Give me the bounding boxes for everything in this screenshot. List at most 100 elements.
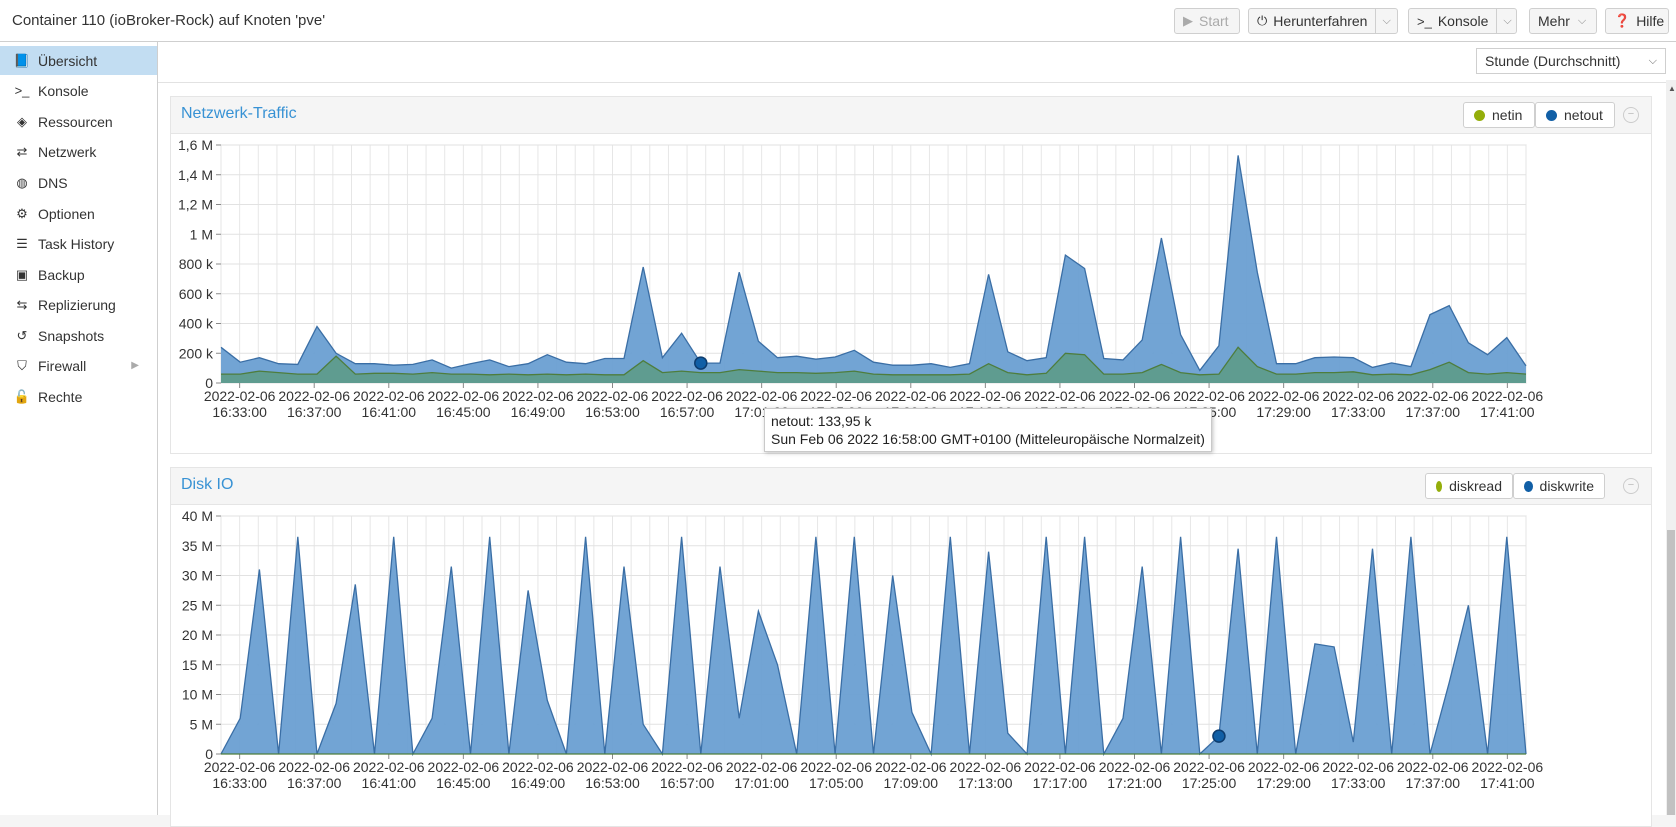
x-tick-label: 2022-02-06 <box>204 388 276 404</box>
x-tick-label: 17:33:00 <box>1331 404 1386 420</box>
x-tick-label: 16:37:00 <box>287 775 342 791</box>
y-tick-label: 1,4 M <box>178 167 213 183</box>
shutdown-button[interactable]: ⏻ Herunterfahren ⌵ <box>1248 8 1398 34</box>
x-tick-label: 2022-02-06 <box>950 388 1022 404</box>
sidebar-item-task-history[interactable]: ☰ Task History <box>0 229 157 258</box>
chevron-down-icon: ⌵ <box>1577 14 1587 27</box>
legend-diskwrite[interactable]: diskwrite <box>1513 473 1605 499</box>
start-button[interactable]: ▶ Start <box>1174 8 1240 34</box>
x-tick-label: 17:13:00 <box>958 775 1013 791</box>
y-tick-label: 1 M <box>190 226 213 242</box>
top-toolbar: Container 110 (ioBroker-Rock) auf Knoten… <box>0 0 1676 42</box>
x-tick-label: 2022-02-06 <box>1397 759 1469 775</box>
scrollbar-thumb[interactable] <box>1667 530 1675 815</box>
sidebar-item-label: Snapshots <box>38 327 105 344</box>
sidebar-item-dns[interactable]: ◍ DNS <box>0 168 157 197</box>
x-tick-label: 17:33:00 <box>1331 775 1386 791</box>
globe-icon: ◍ <box>16 174 28 190</box>
sidebar-item-snapshots[interactable]: ↺ Snapshots <box>0 321 157 350</box>
x-tick-label: 2022-02-06 <box>1248 388 1320 404</box>
legend-label: diskread <box>1449 478 1502 494</box>
panel-title: Disk IO <box>181 476 234 493</box>
sidebar-item-firewall[interactable]: ⛉ Firewall ▶ <box>0 351 157 380</box>
cube-icon: ◈ <box>17 113 27 129</box>
chevron-down-icon[interactable]: ⌵ <box>1496 9 1512 33</box>
y-tick-label: 1,2 M <box>178 197 213 213</box>
timeframe-value: Stunde (Durchschnitt) <box>1485 53 1621 69</box>
x-tick-label: 2022-02-06 <box>353 759 425 775</box>
x-tick-label: 2022-02-06 <box>1322 388 1394 404</box>
x-tick-label: 17:09:00 <box>884 775 939 791</box>
x-tick-label: 2022-02-06 <box>577 388 649 404</box>
legend-diskread[interactable]: diskread <box>1425 473 1513 499</box>
x-tick-label: 16:57:00 <box>660 775 715 791</box>
legend-label: netin <box>1492 107 1523 123</box>
y-tick-label: 35 M <box>182 538 213 554</box>
diskwrite-swatch <box>1524 480 1533 492</box>
x-tick-label: 17:41:00 <box>1480 775 1535 791</box>
chevron-down-icon[interactable]: ⌵ <box>1375 9 1391 33</box>
netin-swatch <box>1474 109 1485 121</box>
sidebar-item-options[interactable]: ⚙ Optionen <box>0 199 157 228</box>
x-tick-label: 16:33:00 <box>212 775 267 791</box>
gear-icon: ⚙ <box>16 205 28 221</box>
x-tick-label: 2022-02-06 <box>1248 759 1320 775</box>
sidebar-item-replication[interactable]: ⇆ Replizierung <box>0 290 157 319</box>
x-tick-label: 2022-02-06 <box>278 759 350 775</box>
sidebar-item-backup[interactable]: ▣ Backup <box>0 260 157 289</box>
y-tick-label: 0 <box>205 746 213 762</box>
series-line-netin[interactable] <box>221 346 1527 376</box>
sidebar-item-network[interactable]: ⇄ Netzwerk <box>0 137 157 166</box>
scrollbar[interactable]: ▲ <box>1666 80 1676 815</box>
more-button[interactable]: Mehr ⌵ <box>1529 8 1597 34</box>
retweet-icon: ⇆ <box>16 296 28 312</box>
collapse-icon[interactable]: − <box>1623 478 1639 494</box>
legend-netout[interactable]: netout <box>1535 102 1615 128</box>
series-line-netout[interactable] <box>220 155 1527 372</box>
x-tick-label: 16:57:00 <box>660 404 715 420</box>
x-tick-label: 17:29:00 <box>1256 775 1311 791</box>
collapse-icon[interactable]: − <box>1623 107 1639 123</box>
x-tick-label: 2022-02-06 <box>726 388 798 404</box>
hover-point[interactable] <box>1212 729 1226 743</box>
y-tick-label: 40 M <box>182 508 213 524</box>
sidebar-item-permissions[interactable]: 🔓 Rechte <box>0 382 157 411</box>
x-tick-label: 16:33:00 <box>212 404 267 420</box>
terminal-icon: >_ <box>14 83 30 98</box>
x-tick-label: 17:37:00 <box>1406 404 1461 420</box>
more-button-label: Mehr <box>1538 13 1570 29</box>
play-icon: ▶ <box>1183 13 1193 28</box>
sidebar-item-label: Optionen <box>38 205 95 222</box>
legend-netin[interactable]: netin <box>1463 102 1535 128</box>
x-tick-label: 2022-02-06 <box>875 759 947 775</box>
timeframe-select[interactable]: Stunde (Durchschnitt) ⌵ <box>1476 48 1666 74</box>
list-icon: ☰ <box>16 235 28 251</box>
sidebar-item-console[interactable]: >_ Konsole <box>0 76 157 105</box>
x-tick-label: 2022-02-06 <box>1099 388 1171 404</box>
power-icon: ⏻ <box>1257 13 1268 28</box>
x-tick-label: 2022-02-06 <box>800 759 872 775</box>
sidebar: 📘 Übersicht >_ Konsole ◈ Ressourcen ⇄ Ne… <box>0 42 158 815</box>
y-tick-label: 400 k <box>179 316 214 332</box>
hover-point[interactable] <box>694 356 708 370</box>
unlock-icon: 🔓 <box>13 388 31 404</box>
shield-icon: ⛉ <box>17 357 27 373</box>
sidebar-item-overview[interactable]: 📘 Übersicht <box>0 46 157 75</box>
console-button[interactable]: >_ Konsole ⌵ <box>1408 8 1517 34</box>
divider <box>158 82 1676 83</box>
x-tick-label: 2022-02-06 <box>278 388 350 404</box>
x-tick-label: 2022-02-06 <box>950 759 1022 775</box>
help-button[interactable]: ❓ Hilfe <box>1605 8 1669 34</box>
y-tick-label: 25 M <box>182 597 213 613</box>
sidebar-item-resources[interactable]: ◈ Ressourcen <box>0 107 157 136</box>
x-tick-label: 2022-02-06 <box>577 759 649 775</box>
x-tick-label: 17:17:00 <box>1033 775 1088 791</box>
scroll-up-icon: ▲ <box>1668 84 1676 93</box>
x-tick-label: 2022-02-06 <box>651 388 723 404</box>
x-tick-label: 17:41:00 <box>1480 404 1535 420</box>
x-tick-label: 17:01:00 <box>734 775 789 791</box>
x-tick-label: 16:41:00 <box>362 404 417 420</box>
x-tick-label: 2022-02-06 <box>800 388 872 404</box>
chart-tooltip: netout: 133,95 k Sun Feb 06 2022 16:58:0… <box>764 408 1212 452</box>
netout-swatch <box>1546 109 1557 121</box>
